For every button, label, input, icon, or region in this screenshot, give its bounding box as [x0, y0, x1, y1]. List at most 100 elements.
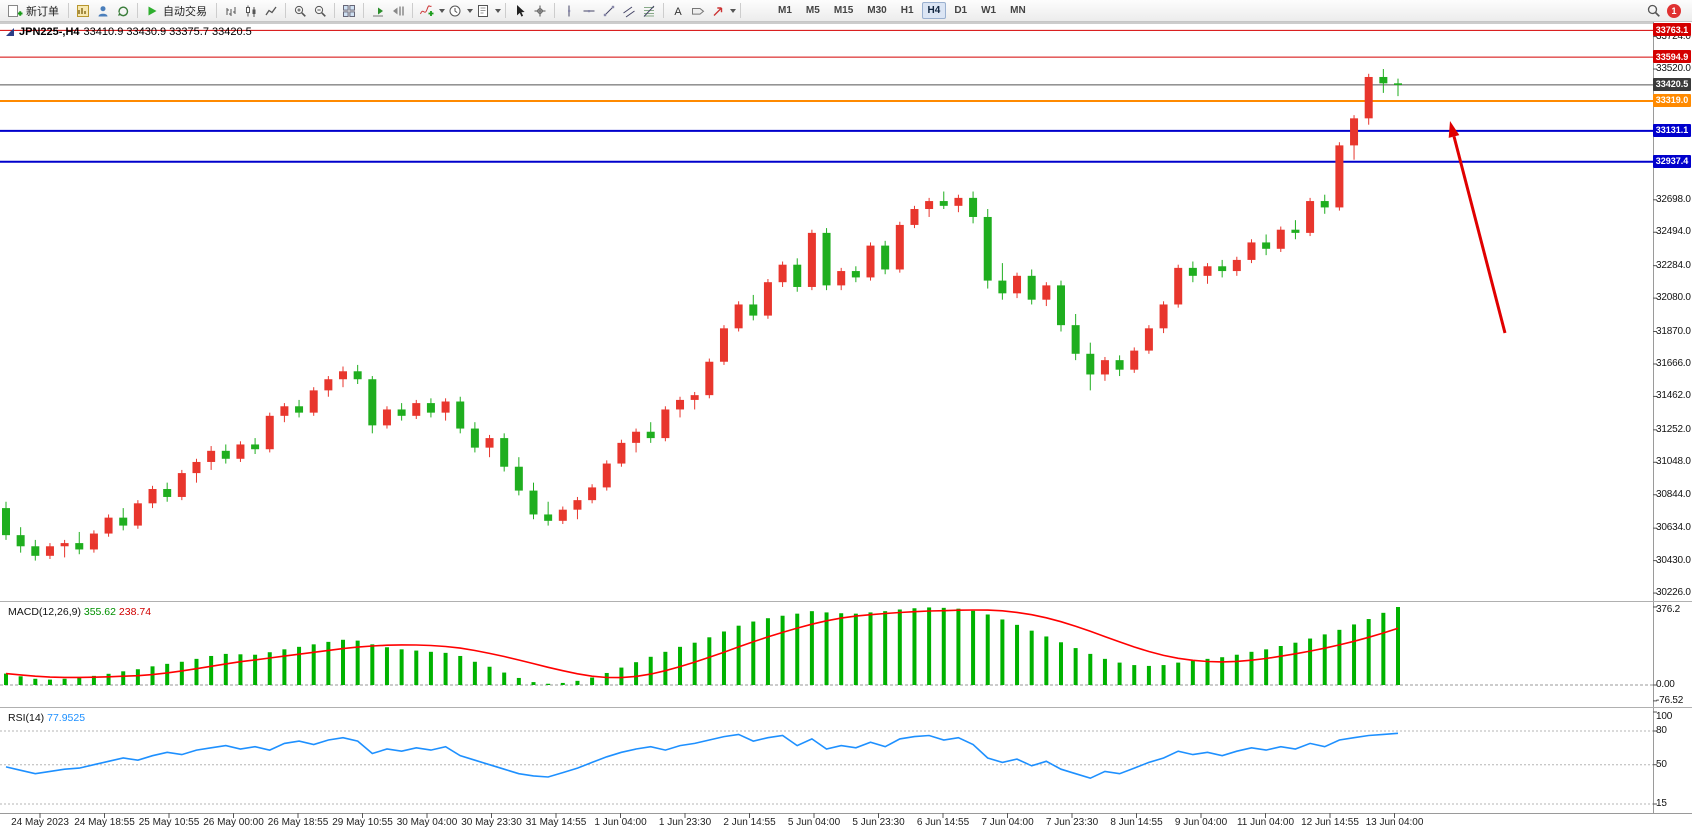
- zoom-out-icon[interactable]: [311, 2, 329, 20]
- periods-dropdown-caret[interactable]: [467, 8, 473, 13]
- horizontal-lines: [0, 29, 1653, 163]
- time-axis-label: 8 Jun 14:55: [1110, 817, 1163, 828]
- crosshair-icon[interactable]: [531, 2, 549, 20]
- toolbar-separator: [68, 3, 69, 18]
- price-level-badge: 33763.1: [1653, 23, 1691, 37]
- new-order-label[interactable]: 新订单: [26, 5, 59, 18]
- macd-panel: [0, 606, 1657, 702]
- timeframe-button-m15[interactable]: M15: [833, 5, 854, 16]
- time-axis-label: 6 Jun 14:55: [916, 817, 970, 828]
- notification-badge[interactable]: 1: [1667, 3, 1681, 18]
- fibonacci-tool-icon[interactable]: [640, 2, 658, 20]
- zoom-in-icon[interactable]: [291, 2, 309, 20]
- time-axis-label: 11 Jun 04:00: [1236, 817, 1295, 828]
- time-axis-label: 7 Jun 04:00: [981, 817, 1034, 828]
- line-chart-icon[interactable]: [262, 2, 280, 20]
- indicators-icon[interactable]: [418, 2, 436, 20]
- price-axis-label: 33520.0: [1656, 63, 1691, 75]
- timeframe-button-m1[interactable]: M1: [778, 5, 792, 16]
- toolbar-separator: [740, 3, 741, 18]
- macd-name: MACD(12,26,9): [8, 606, 81, 618]
- trendline-tool-icon[interactable]: [600, 2, 618, 20]
- rsi-axis-label: 15: [1656, 797, 1667, 809]
- chart-shift-icon[interactable]: [389, 2, 407, 20]
- price-axis-label: 31252.0: [1656, 423, 1691, 435]
- time-axis-label: 25 May 10:55: [138, 817, 200, 828]
- auto-scroll-icon[interactable]: [369, 2, 387, 20]
- rsi-panel: [0, 711, 1657, 805]
- toolbar-separator: [412, 3, 413, 18]
- new-chart-icon[interactable]: [74, 2, 92, 20]
- time-axis-label: 12 Jun 14:55: [1301, 817, 1359, 828]
- autotrading-label[interactable]: 自动交易: [163, 5, 207, 18]
- timeframe-button-d1[interactable]: D1: [954, 5, 968, 16]
- price-axis-label: 32698.0: [1656, 193, 1691, 205]
- toolbar-separator: [663, 3, 664, 18]
- rsi-name: RSI(14): [8, 712, 45, 724]
- toolbar-separator: [137, 3, 138, 18]
- time-axis-label: 30 May 23:30: [461, 817, 522, 828]
- new-order-icon[interactable]: [6, 2, 24, 20]
- macd-axis-label: -76.52: [1656, 694, 1684, 706]
- price-axis-label: 32494.0: [1656, 226, 1691, 238]
- annotation-arrow[interactable]: [1452, 136, 1507, 334]
- timeframe-button-h1[interactable]: H1: [900, 5, 914, 16]
- current-price-badge: 33420.5: [1653, 77, 1691, 91]
- macd-signal-line: [5, 609, 1399, 679]
- rsi-axis-label: 100: [1656, 711, 1673, 722]
- price-axis-label: 30844.0: [1656, 488, 1691, 500]
- indicators-dropdown-caret[interactable]: [439, 8, 445, 13]
- toolbar-separator: [334, 3, 335, 18]
- rsi-axis-label: 50: [1656, 758, 1667, 770]
- arrows-dropdown-caret[interactable]: [730, 8, 736, 13]
- chart-symbol-period: JPN225-,H4: [19, 26, 80, 38]
- timeframe-button-m30[interactable]: M30: [867, 5, 887, 16]
- time-axis-label: 2 Jun 14:55: [723, 817, 776, 828]
- candlestick-chart-icon[interactable]: [242, 2, 260, 20]
- timeframe-button-m5[interactable]: M5: [805, 5, 820, 16]
- text-tool-icon[interactable]: A: [669, 2, 687, 20]
- vertical-line-tool-icon[interactable]: [560, 2, 578, 20]
- time-axis-label: 1 Jun 23:30: [658, 817, 712, 828]
- one-click-trading-toggle[interactable]: [6, 27, 15, 37]
- rsi-value: 77.9525: [47, 712, 86, 724]
- toolbar: 新订单 自动交易: [0, 0, 1692, 22]
- annotation-arrow-head[interactable]: [1448, 121, 1460, 138]
- time-axis-label: 13 Jun 04:00: [1365, 817, 1424, 828]
- timeframe-button-w1[interactable]: W1: [981, 5, 997, 16]
- bar-chart-icon[interactable]: [222, 2, 240, 20]
- timeframe-button-h4[interactable]: H4: [921, 2, 947, 19]
- toolbar-separator: [285, 3, 286, 18]
- templates-dropdown-caret[interactable]: [495, 8, 501, 13]
- time-axis-label: 26 May 18:55: [267, 817, 329, 828]
- tile-windows-icon[interactable]: [340, 2, 358, 20]
- macd-label: MACD(12,26,9) 355.62 238.74: [8, 606, 151, 618]
- time-axis-label: 24 May 2023: [11, 817, 69, 828]
- label-tool-icon[interactable]: [689, 2, 707, 20]
- templates-icon[interactable]: [474, 2, 492, 20]
- timeframe-button-mn[interactable]: MN: [1010, 5, 1026, 16]
- search-icon[interactable]: [1644, 2, 1662, 20]
- periods-clock-icon[interactable]: [446, 2, 464, 20]
- profiles-icon[interactable]: [94, 2, 112, 20]
- macd-main-value: 355.62: [83, 606, 116, 618]
- cursor-icon[interactable]: [511, 2, 529, 20]
- toolbar-separator: [505, 3, 506, 18]
- time-axis-label: 24 May 18:55: [74, 817, 135, 828]
- refresh-icon[interactable]: [114, 2, 132, 20]
- price-axis-label: 30430.0: [1656, 554, 1691, 566]
- channel-tool-icon[interactable]: [620, 2, 638, 20]
- macd-signal-value: 238.74: [118, 606, 152, 618]
- price-axis-label: 31048.0: [1656, 456, 1691, 468]
- toolbar-separator: [363, 3, 364, 18]
- price-axis-label: 32080.0: [1656, 292, 1691, 304]
- time-axis-label: 7 Jun 23:30: [1045, 817, 1099, 828]
- time-axis-label: 29 May 10:55: [332, 817, 393, 828]
- autotrading-icon[interactable]: [143, 2, 161, 20]
- price-axis-label: 33724.0: [1656, 30, 1691, 42]
- arrows-tool-icon[interactable]: [709, 2, 727, 20]
- price-axis-label: 31870.0: [1656, 325, 1691, 337]
- horizontal-line-tool-icon[interactable]: [580, 2, 598, 20]
- time-axis-label: 30 May 04:00: [396, 817, 458, 828]
